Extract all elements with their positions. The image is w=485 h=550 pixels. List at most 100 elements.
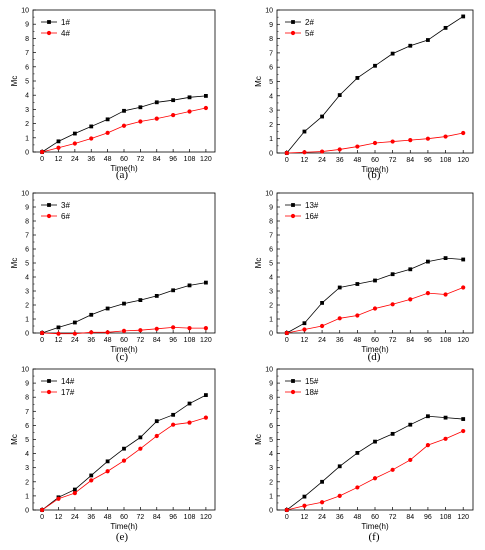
legend-marker — [291, 379, 295, 383]
data-point — [187, 95, 192, 100]
y-tick-label: 6 — [269, 423, 273, 430]
data-point — [426, 414, 430, 419]
series-line-17# — [41, 417, 207, 511]
x-tick-label: 12 — [55, 337, 63, 344]
x-tick-label: 24 — [71, 514, 79, 521]
data-point — [203, 326, 208, 331]
data-point — [302, 494, 307, 499]
x-tick-label: 84 — [406, 337, 414, 344]
x-tick-label: 12 — [55, 156, 63, 163]
x-tick-label: 0 — [285, 337, 289, 344]
legend-marker — [46, 30, 52, 36]
data-point — [337, 147, 342, 152]
legend-label: 6# — [61, 212, 70, 221]
x-tick-label: 108 — [184, 514, 196, 521]
data-point — [89, 312, 94, 317]
legend-marker — [291, 203, 295, 207]
y-tick-label: 8 — [269, 395, 273, 402]
data-point — [461, 428, 466, 434]
y-axis-title: Mc — [254, 76, 263, 87]
data-point — [121, 328, 127, 333]
y-tick-label: 1 — [25, 493, 29, 500]
x-tick-label: 60 — [371, 337, 379, 344]
x-tick-label: 120 — [457, 514, 469, 521]
data-point — [461, 257, 466, 262]
legend-label: 2# — [305, 18, 314, 27]
data-point — [425, 291, 431, 296]
x-tick-label: 24 — [71, 337, 79, 344]
data-point — [390, 302, 395, 307]
data-point — [320, 479, 324, 484]
y-axis-title: Mc — [10, 258, 19, 269]
y-tick-label: 10 — [21, 367, 29, 374]
data-point — [443, 292, 448, 297]
x-tick-label: 108 — [184, 156, 196, 163]
y-tick-label: 4 — [269, 93, 273, 100]
data-point — [187, 326, 192, 331]
data-point — [302, 321, 307, 326]
x-tick-label: 96 — [424, 157, 432, 164]
y-tick-label: 10 — [265, 191, 273, 198]
y-tick-label: 10 — [265, 8, 273, 15]
series-line-14# — [41, 394, 207, 511]
legend-label: 4# — [61, 29, 70, 38]
panel-label: (b) — [368, 169, 381, 181]
y-tick-label: 7 — [25, 233, 29, 240]
legend-label: 18# — [305, 388, 319, 397]
data-point — [122, 301, 126, 306]
data-point — [56, 496, 61, 501]
x-tick-label: 12 — [301, 337, 309, 344]
y-tick-label: 8 — [25, 395, 29, 402]
data-point — [408, 422, 413, 427]
x-tick-label: 36 — [336, 514, 344, 521]
data-point — [72, 131, 77, 136]
data-point — [408, 457, 413, 463]
y-tick-label: 2 — [25, 479, 29, 486]
y-tick-label: 5 — [269, 261, 273, 268]
panel-label: (a) — [116, 169, 129, 181]
data-point — [320, 301, 324, 305]
x-tick-label: 72 — [136, 156, 144, 163]
data-point — [138, 298, 143, 302]
data-point — [372, 476, 378, 481]
x-tick-label: 72 — [389, 157, 397, 164]
y-tick-label: 9 — [269, 22, 273, 29]
panel-label: (f) — [369, 531, 380, 543]
x-tick-label: 12 — [301, 514, 309, 521]
x-axis-title: Time(h) — [361, 345, 389, 354]
y-tick-label: 3 — [269, 465, 273, 472]
y-tick-label: 6 — [269, 247, 273, 254]
x-tick-label: 120 — [200, 337, 212, 344]
y-tick-label: 7 — [25, 50, 29, 57]
data-point — [373, 278, 377, 283]
data-point — [408, 138, 413, 143]
x-tick-label: 120 — [457, 337, 469, 344]
data-point — [337, 285, 342, 290]
x-tick-label: 24 — [318, 337, 326, 344]
x-tick-label: 60 — [120, 514, 128, 521]
data-point — [154, 326, 159, 331]
y-tick-label: 7 — [25, 409, 29, 416]
legend-label: 15# — [305, 377, 319, 386]
data-point — [284, 330, 289, 336]
legend-label: 1# — [61, 18, 70, 27]
panel-label: (c) — [116, 351, 129, 363]
y-tick-label: 0 — [25, 150, 29, 157]
data-point — [461, 130, 466, 136]
x-tick-label: 12 — [55, 514, 63, 521]
data-point — [373, 63, 377, 68]
x-tick-label: 108 — [440, 514, 452, 521]
data-point — [122, 446, 126, 451]
data-point — [154, 100, 159, 105]
x-tick-label: 120 — [200, 156, 212, 163]
y-tick-label: 1 — [269, 317, 273, 324]
legend-marker — [290, 213, 296, 219]
data-point — [187, 109, 192, 114]
data-point — [105, 117, 110, 122]
y-tick-label: 6 — [25, 64, 29, 71]
data-point — [56, 325, 61, 330]
data-point — [203, 415, 208, 420]
